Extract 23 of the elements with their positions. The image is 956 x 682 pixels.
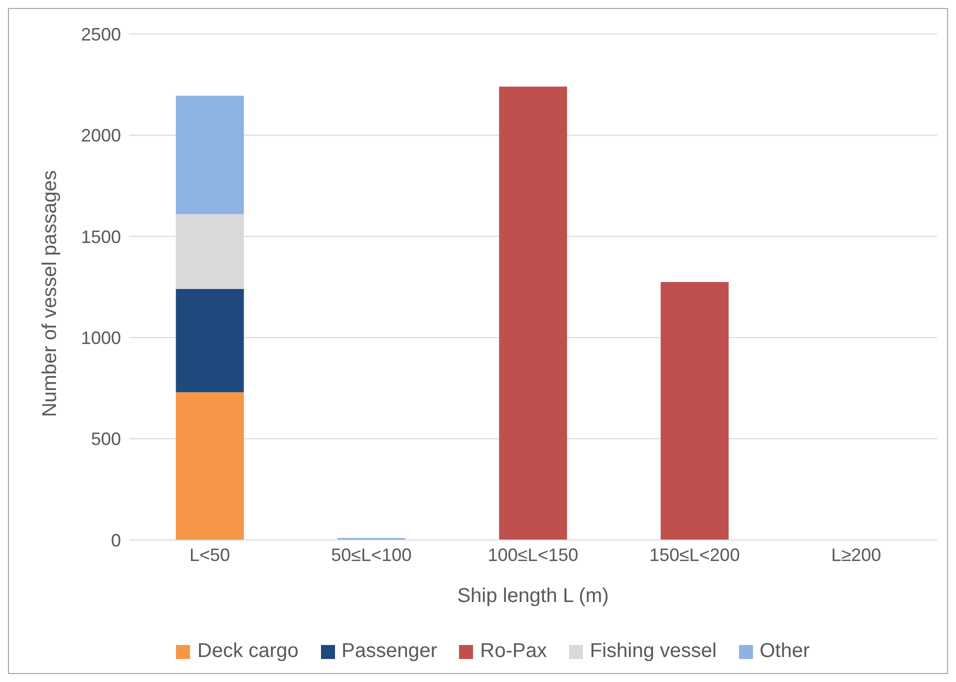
legend-label: Ro-Pax — [480, 640, 547, 663]
bar — [176, 96, 244, 214]
x-tick-label: L<50 — [190, 544, 230, 565]
bar — [176, 289, 244, 392]
x-tick-label: L≥200 — [831, 544, 882, 565]
legend-label: Passenger — [342, 640, 438, 663]
bar — [499, 86, 568, 540]
y-tick-label: 500 — [90, 429, 121, 450]
legend-label: Fishing vessel — [590, 640, 717, 663]
x-tick-label: 150≤L<200 — [649, 544, 740, 565]
y-tick-label: 1500 — [80, 226, 121, 247]
bar — [176, 392, 244, 540]
x-tick-label: 100≤L<150 — [488, 544, 578, 565]
y-axis-title: Number of vessel passages — [39, 170, 62, 417]
legend-label: Deck cargo — [197, 640, 299, 663]
legend-label: Other — [760, 640, 810, 663]
y-tick-label: 2500 — [80, 24, 121, 44]
bar — [660, 282, 729, 540]
x-axis-title: Ship length L (m) — [457, 585, 609, 607]
x-tick-label: 50≤L<100 — [331, 544, 412, 565]
y-tick-label: 2000 — [80, 126, 121, 146]
y-tick-label: 1000 — [80, 328, 121, 348]
y-tick-label: 0 — [110, 530, 121, 550]
